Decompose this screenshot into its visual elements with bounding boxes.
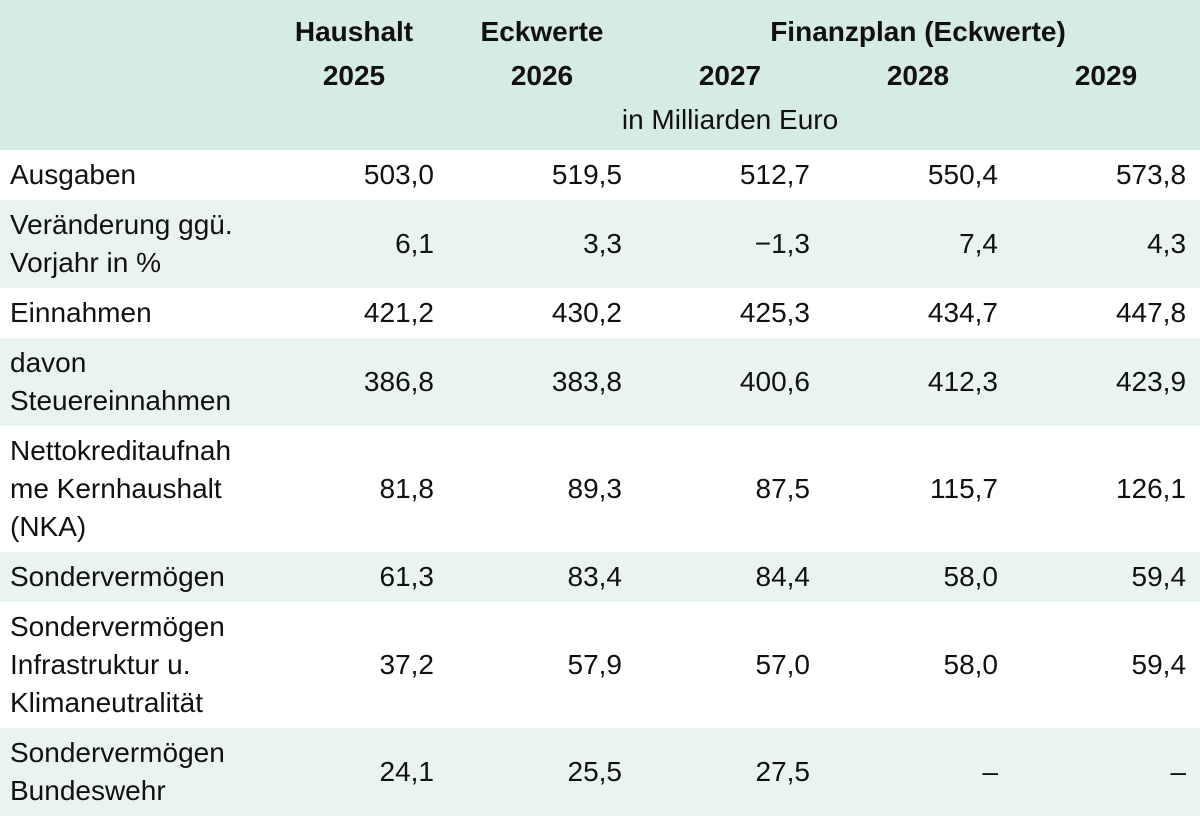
unit-note: in Milliarden Euro: [0, 98, 1200, 150]
cell-value: 519,5: [448, 150, 636, 200]
cell-value: 7,4: [824, 200, 1012, 288]
table-row: Sondervermögen Infrastruktur u. Klimaneu…: [0, 602, 1200, 728]
cell-value: 3,3: [448, 200, 636, 288]
col-header-2027: 2027: [636, 54, 824, 98]
col-header-year: 2026: [510, 60, 574, 91]
cell-value: −1,3: [636, 200, 824, 288]
cell-value: 550,4: [824, 150, 1012, 200]
col-header-haushalt-2025: Haushalt 2025: [260, 0, 448, 98]
row-label: Veränderung ggü. Vorjahr in %: [0, 200, 260, 288]
cell-value: 57,0: [636, 602, 824, 728]
cell-value: 412,3: [824, 338, 1012, 426]
cell-value: 87,5: [636, 426, 824, 552]
row-label: Sondervermögen: [0, 552, 260, 602]
cell-value: 24,1: [260, 728, 448, 816]
cell-value: 6,1: [260, 200, 448, 288]
col-group-header-finanzplan: Finanzplan (Eckwerte): [636, 0, 1200, 54]
col-header-2029: 2029: [1012, 54, 1200, 98]
cell-value: 400,6: [636, 338, 824, 426]
cell-value: 58,0: [824, 602, 1012, 728]
cell-value: –: [1012, 728, 1200, 816]
table-row: Nettokreditaufnahme Kernhaushalt (NKA) 8…: [0, 426, 1200, 552]
cell-value: 84,4: [636, 552, 824, 602]
cell-value: 386,8: [260, 338, 448, 426]
cell-value: 430,2: [448, 288, 636, 338]
col-header-year: 2025: [322, 60, 386, 91]
cell-value: 512,7: [636, 150, 824, 200]
cell-value: 573,8: [1012, 150, 1200, 200]
cell-value: 503,0: [260, 150, 448, 200]
cell-value: 447,8: [1012, 288, 1200, 338]
col-header-label: Haushalt: [294, 16, 414, 47]
cell-value: 61,3: [260, 552, 448, 602]
cell-value: –: [824, 728, 1012, 816]
cell-value: 425,3: [636, 288, 824, 338]
table-row: Einnahmen 421,2 430,2 425,3 434,7 447,8: [0, 288, 1200, 338]
col-header-label: Eckwerte: [480, 16, 604, 47]
cell-value: 383,8: [448, 338, 636, 426]
cell-value: 89,3: [448, 426, 636, 552]
table-body: Ausgaben 503,0 519,5 512,7 550,4 573,8 V…: [0, 150, 1200, 816]
cell-value: 126,1: [1012, 426, 1200, 552]
row-label: Ausgaben: [0, 150, 260, 200]
cell-value: 115,7: [824, 426, 1012, 552]
row-label: Nettokreditaufnahme Kernhaushalt (NKA): [0, 426, 260, 552]
cell-value: 59,4: [1012, 552, 1200, 602]
cell-value: 27,5: [636, 728, 824, 816]
table-row: Sondervermögen 61,3 83,4 84,4 58,0 59,4: [0, 552, 1200, 602]
row-label: Einnahmen: [0, 288, 260, 338]
cell-value: 81,8: [260, 426, 448, 552]
cell-value: 37,2: [260, 602, 448, 728]
col-header-2028: 2028: [824, 54, 1012, 98]
cell-value: 57,9: [448, 602, 636, 728]
cell-value: 421,2: [260, 288, 448, 338]
row-label: Sondervermögen Bundeswehr: [0, 728, 260, 816]
cell-value: 58,0: [824, 552, 1012, 602]
cell-value: 423,9: [1012, 338, 1200, 426]
cell-value: 434,7: [824, 288, 1012, 338]
cell-value: 25,5: [448, 728, 636, 816]
table-row: Veränderung ggü. Vorjahr in % 6,1 3,3 −1…: [0, 200, 1200, 288]
table-header: Haushalt 2025 Eckwerte 2026 Finanzplan (…: [0, 0, 1200, 150]
cell-value: 59,4: [1012, 602, 1200, 728]
col-header-eckwerte-2026: Eckwerte 2026: [448, 0, 636, 98]
table-row: Ausgaben 503,0 519,5 512,7 550,4 573,8: [0, 150, 1200, 200]
table-row: Sondervermögen Bundeswehr 24,1 25,5 27,5…: [0, 728, 1200, 816]
cell-value: 83,4: [448, 552, 636, 602]
corner-blank-cell: [0, 0, 260, 98]
row-label: davon Steuereinnahmen: [0, 338, 260, 426]
row-label: Sondervermögen Infrastruktur u. Klimaneu…: [0, 602, 260, 728]
table-row: davon Steuereinnahmen 386,8 383,8 400,6 …: [0, 338, 1200, 426]
cell-value: 4,3: [1012, 200, 1200, 288]
